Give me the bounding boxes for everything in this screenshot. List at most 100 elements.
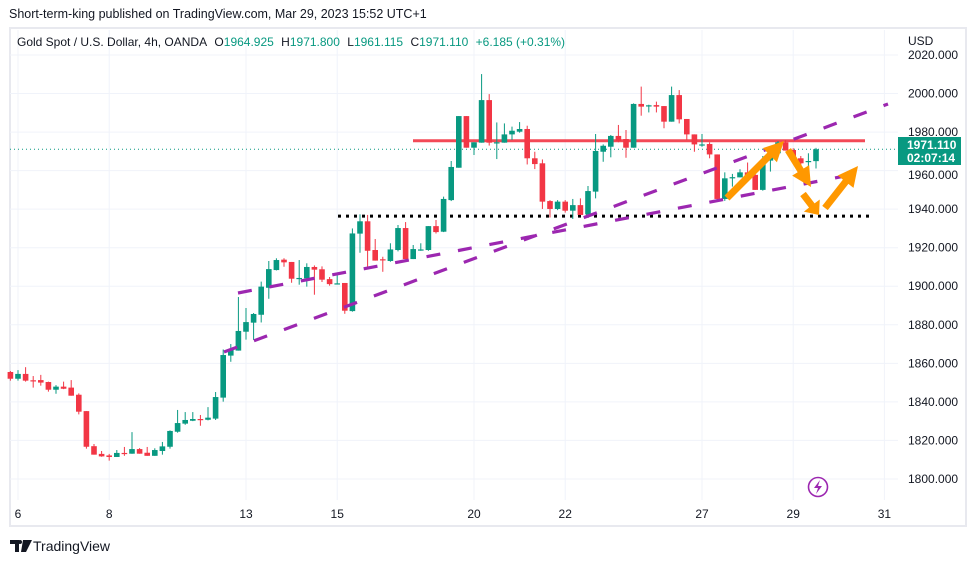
symbol-name[interactable]: Gold Spot / U.S. Dollar, 4h, OANDA	[17, 35, 208, 49]
candle-body	[668, 95, 675, 122]
candle	[600, 144, 606, 162]
candle-body	[167, 430, 173, 447]
candle-body	[258, 286, 264, 315]
candle-body	[623, 139, 629, 148]
candle-body	[129, 449, 135, 454]
candle	[349, 228, 356, 312]
candle-body	[380, 259, 386, 261]
candle-body	[334, 283, 340, 285]
candle-body	[364, 221, 371, 251]
candle	[668, 86, 675, 122]
candle-body	[205, 417, 211, 420]
candle-body	[91, 446, 97, 455]
candle-body	[524, 128, 530, 159]
candle-body	[106, 455, 112, 457]
candle	[167, 430, 173, 449]
candle	[380, 256, 386, 272]
candle-body	[136, 449, 143, 454]
price-tick-label: 1880.000	[908, 318, 958, 332]
candle	[15, 370, 21, 381]
candle	[121, 446, 128, 456]
candle-body	[402, 228, 409, 260]
candle	[342, 282, 348, 314]
close-value: 1971.110	[419, 35, 469, 49]
price-tick-label: 1960.000	[908, 168, 958, 182]
candle-body	[585, 191, 591, 215]
candle	[623, 129, 629, 158]
candle-body	[372, 250, 378, 261]
candle	[782, 139, 789, 151]
tradingview-logo	[10, 540, 32, 552]
candle	[22, 367, 29, 382]
candle	[554, 200, 561, 211]
candle-body	[68, 387, 74, 396]
candle-body	[98, 453, 105, 457]
drawings	[223, 102, 889, 354]
candle-body	[494, 142, 500, 144]
candle	[691, 134, 698, 152]
candle	[516, 122, 523, 133]
candle-body	[38, 380, 44, 383]
candle	[729, 173, 736, 187]
candle-body	[699, 144, 705, 146]
candle	[494, 122, 500, 160]
lightning-icon[interactable]	[807, 476, 829, 498]
time-tick-label: 29	[787, 507, 801, 521]
candle	[630, 103, 637, 148]
candle	[228, 344, 234, 362]
candle	[197, 414, 204, 426]
price-tick-label: 1860.000	[908, 356, 958, 370]
candle-body	[653, 105, 660, 107]
candle-body	[418, 249, 424, 251]
candle-body	[805, 160, 812, 163]
candle	[311, 265, 318, 295]
candle	[570, 198, 576, 219]
candle	[410, 245, 416, 260]
price-tick-label: 1980.000	[908, 125, 958, 139]
candle	[288, 261, 295, 283]
candle	[402, 222, 409, 260]
candle	[60, 381, 67, 390]
chart-frame	[9, 27, 967, 527]
candle-body	[463, 116, 470, 148]
candle	[524, 125, 530, 165]
candle-body	[448, 166, 454, 201]
orange-arrow	[822, 166, 858, 211]
candle-body	[600, 145, 606, 152]
candle-body	[304, 266, 310, 279]
symbol-legend: Gold Spot / U.S. Dollar, 4h, OANDA O1964…	[17, 35, 566, 49]
candle	[722, 172, 728, 201]
candle	[220, 349, 226, 402]
candle	[699, 134, 705, 147]
candle	[418, 243, 424, 251]
candle-body	[813, 149, 819, 162]
candle	[706, 142, 713, 159]
price-tick-label: 1900.000	[908, 279, 958, 293]
candle	[509, 126, 515, 140]
candle-body	[190, 419, 196, 421]
candle	[372, 239, 378, 261]
candle	[471, 142, 477, 156]
price-tag-value: 1971.110	[907, 138, 957, 152]
candle-body	[661, 106, 667, 122]
candle-body	[646, 105, 652, 107]
candle-body	[532, 158, 538, 165]
candle	[364, 214, 371, 269]
candle-body	[60, 386, 67, 389]
candle	[387, 243, 394, 262]
time-axis: 6 8 13 15 20 22 27 29 31	[15, 507, 892, 521]
candle	[653, 101, 660, 113]
time-tick-label: 31	[878, 507, 892, 521]
candle-body	[326, 279, 333, 285]
candle-body	[228, 349, 234, 356]
high-value: 1971.800	[289, 35, 340, 49]
candle	[478, 74, 485, 143]
candle-body	[357, 221, 363, 234]
candle-body	[501, 134, 508, 143]
candle-body	[121, 452, 128, 455]
candle-body	[782, 142, 789, 151]
candle	[547, 200, 553, 218]
candle	[562, 200, 568, 213]
candle-body	[281, 259, 287, 263]
